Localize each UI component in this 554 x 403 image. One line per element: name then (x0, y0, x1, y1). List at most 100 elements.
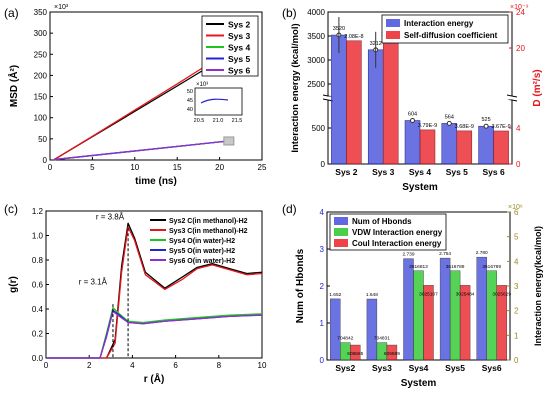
y2-tick-label-d: 1 (514, 331, 519, 340)
inset-y-tick-label-a: 40 (187, 107, 193, 113)
bar-diffusion (419, 129, 436, 165)
bar-coul (459, 285, 471, 361)
bar-value-label-b: 3.79E-9 (418, 123, 437, 129)
y-tick-label-b: 0 (321, 160, 326, 169)
bar-value-label-d: 3616789 (446, 264, 465, 270)
bar-value-label-b: 3.68E-9 (455, 124, 474, 130)
x-tick-label-a: 10 (130, 163, 139, 172)
bar-hbonds (476, 256, 487, 361)
y2-axis-label-b: D (m²/s) (532, 69, 543, 106)
bar-coul (496, 285, 507, 361)
x-tick-label-d: Sys4 (409, 363, 429, 373)
x-tick-label-a: 25 (258, 163, 267, 172)
y-tick-label-b: 4000 (307, 8, 325, 17)
series-line-c (46, 310, 263, 359)
inset-y-tick-label-a: 45 (187, 98, 193, 104)
legend-swatch-b (386, 31, 400, 39)
bar-vdw (449, 270, 461, 361)
x-tick-label-a: 20 (215, 163, 224, 172)
y2-tick-label-b: 0 (516, 160, 521, 169)
y-axis-label-c: g(r) (8, 276, 19, 293)
series-line-a (53, 51, 229, 161)
bar-value-label-d: 2.739 (402, 252, 414, 258)
legend-label-d: VDW Interaction energy (352, 228, 443, 237)
y-tick-label-c: 0.8 (32, 256, 44, 265)
y-tick-label-c: 1.2 (32, 207, 44, 216)
x-tick-label-a: 0 (48, 163, 53, 172)
data-point-b (410, 118, 415, 124)
y-tick-label-b: 500 (312, 124, 326, 133)
bar-value-label-b: 564 (445, 114, 454, 120)
panel-label: (a) (4, 6, 19, 20)
y2-tick-label-d: 6 (514, 208, 519, 217)
y2-tick-label-b: 24 (516, 8, 525, 17)
bar-value-label-d: 3025629 (492, 291, 511, 297)
y2-tick-label-d: 5 (514, 233, 519, 242)
legend-swatch-d (334, 228, 348, 236)
y-tick-label-c: 0.0 (32, 354, 44, 363)
x-tick-label-a: 15 (173, 163, 182, 172)
bar-hbonds (330, 298, 341, 361)
y-tick-label-c: 0.2 (32, 330, 44, 339)
x-tick-label-b: Sys 2 (335, 167, 357, 177)
bar-value-label-b: 604 (408, 112, 417, 118)
x-tick-label-b: Sys 3 (372, 167, 394, 177)
x-tick-label-c: 4 (130, 361, 135, 370)
legend-label-d: Coul Interaction energy (352, 239, 442, 248)
legend-d (329, 213, 447, 251)
x-tick-label-c: 6 (173, 361, 178, 370)
data-point-b (446, 120, 452, 126)
bar-interaction-energy (331, 34, 347, 165)
bar-interaction-energy (478, 125, 494, 165)
y-multiplier-a: ×10³ (54, 4, 69, 11)
legend-label-a: Sys 2 (228, 20, 250, 30)
y2-multiplier-b: ×10⁻⁹ (510, 4, 529, 11)
inset-frame-a (194, 87, 243, 116)
bar-value-label-d: 2.754 (439, 251, 451, 257)
legend-label-b: Self-diffusion coefficient (404, 31, 498, 40)
y-tick-label-a: 350 (34, 8, 48, 17)
legend-swatch-d (334, 217, 348, 225)
bar-value-label-d: 3025107 (419, 291, 438, 297)
bar-diffusion (382, 38, 399, 165)
bar-value-label-b: 3.67E-9 (491, 124, 510, 130)
inset-line-a (200, 98, 229, 104)
y-tick-label-c: 1.0 (32, 232, 44, 241)
x-tick-label-d: Sys3 (372, 363, 392, 373)
y-tick-label-a: 250 (34, 50, 48, 59)
legend-label-a: Sys 5 (228, 54, 250, 64)
bar-value-label-d: 3616813 (409, 264, 428, 270)
panel-label: (d) (282, 202, 297, 216)
y-tick-label-d: 2 (320, 282, 325, 291)
legend-label-d: Num of Hbonds (352, 217, 412, 226)
x-tick-label-c: 2 (87, 361, 92, 370)
y-tick-label-d: 1 (320, 319, 325, 328)
x-tick-label-c: 10 (258, 361, 267, 370)
bar-coul (350, 344, 361, 361)
y-tick-label-b: 2500 (307, 80, 325, 89)
y-tick-label-a: 200 (34, 71, 48, 80)
y-tick-label-a: 100 (34, 114, 48, 123)
y-tick-label-a: 50 (38, 135, 47, 144)
annotation-c: r = 3.1Å (79, 278, 108, 287)
bar-value-label-d: 3025484 (456, 291, 475, 297)
x-tick-label-a: 5 (90, 163, 95, 172)
panel-label: (b) (282, 6, 297, 20)
bar-value-label-b: 525 (482, 117, 491, 123)
x-tick-label-c: 8 (217, 361, 222, 370)
inset-x-tick-label-a: 21.0 (213, 118, 224, 124)
y2-tick-label-d: 3 (514, 282, 519, 291)
y-tick-label-c: 0.6 (32, 281, 44, 290)
plot-frame-a (49, 11, 263, 161)
annotation-c: r = 3.8Å (96, 213, 125, 222)
legend-label-a: Sys 4 (228, 43, 250, 53)
bar-hbonds (366, 298, 378, 361)
bar-vdw (486, 270, 497, 361)
inset-y-tick-label-a: 50 (187, 89, 193, 95)
inset-x-tick-label-a: 20.5 (194, 118, 205, 124)
legend-label-c: Sys5 O(in water)-H2 (169, 248, 235, 255)
legend-label-c: Sys3 C(in methanol)-H2 (169, 228, 248, 235)
x-axis-label-c: r (Å) (144, 372, 165, 385)
legend-label-c: Sys4 O(in water)-H2 (169, 238, 235, 245)
bar-hbonds (403, 258, 414, 361)
